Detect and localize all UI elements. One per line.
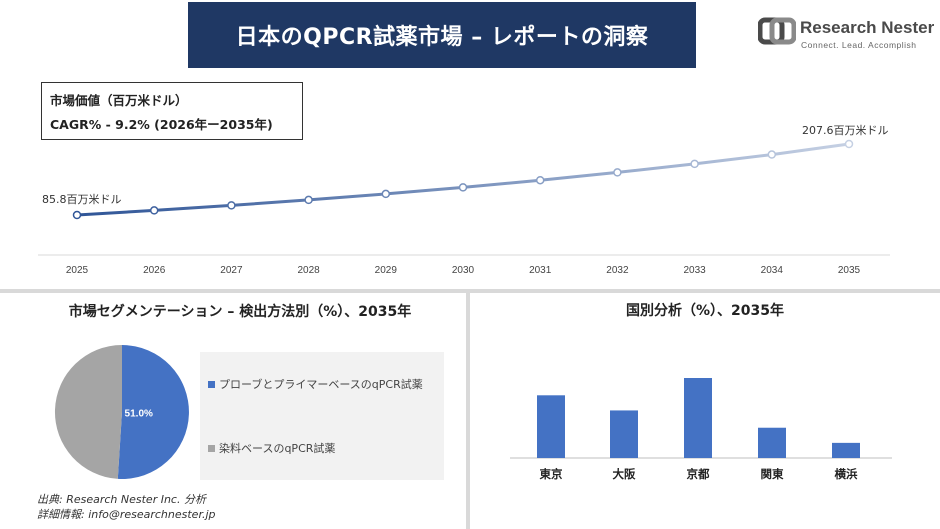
research-nester-logo: Research Nester Connect. Lead. Accomplis… — [757, 16, 938, 56]
segmentation-title: 市場セグメンテーション – 検出方法別（%）、2035年 — [68, 304, 412, 320]
report-title-banner: 日本のQPCR試薬市場 – レポートの洞察 — [188, 2, 696, 68]
bar — [537, 395, 565, 458]
bar — [832, 442, 860, 458]
data-point — [613, 168, 622, 177]
x-tick-label: 2029 — [375, 265, 398, 276]
x-tick-label: 2032 — [606, 265, 629, 276]
x-tick-label: 2025 — [66, 265, 89, 276]
x-tick-label: 2028 — [297, 265, 320, 276]
data-point — [227, 201, 236, 210]
x-tick-label: 2031 — [529, 265, 552, 276]
legend-item-probe-primer: プローブとプライマーベースのqPCR試薬 — [208, 376, 423, 392]
legend-item-dye: 染料ベースのqPCR試薬 — [208, 440, 335, 456]
data-point — [535, 175, 545, 185]
vertical-divider — [466, 293, 470, 529]
detection-method-pie-chart: 51.0% — [54, 345, 189, 479]
x-tick-label: 2034 — [761, 265, 784, 276]
country-analysis-title: 国別分析（%）、2035年 — [626, 303, 784, 319]
bar-category-label: 関東 — [761, 467, 784, 481]
data-point — [844, 139, 854, 149]
data-point — [149, 206, 159, 215]
market-info-box: 市場価値（百万米ドル） CAGR% - 9.2% (2026年ー2035年) — [41, 82, 303, 140]
pie-slice — [117, 345, 189, 479]
pie-slice-label: 51.0% — [125, 409, 153, 420]
legend-swatch-blue — [208, 380, 215, 388]
bar-category-label: 東京 — [540, 467, 563, 481]
source-text: 出典: Research Nester Inc. 分析 — [37, 493, 206, 506]
logo-mark-icon — [757, 17, 797, 45]
logo-brand-text: Research Nester — [800, 18, 935, 37]
pie-slice — [54, 345, 122, 479]
bar-category-label: 横浜 — [835, 467, 858, 481]
data-point — [381, 189, 391, 199]
bar — [758, 427, 786, 458]
x-tick-label: 2030 — [452, 265, 475, 276]
data-point — [767, 150, 777, 159]
x-tick-label: 2035 — [838, 265, 861, 276]
logo-tagline: Connect. Lead. Accomplish — [801, 40, 917, 50]
data-point — [304, 195, 313, 205]
cagr-label: CAGR% - 9.2% (2026年ー2035年) — [50, 117, 273, 132]
market-value-label: 市場価値（百万米ドル） — [50, 93, 188, 108]
data-point — [72, 210, 82, 220]
legend-label-probe-primer: プローブとプライマーベースのqPCR試薬 — [219, 378, 423, 391]
data-point — [690, 159, 699, 169]
bar-category-label: 大阪 — [613, 467, 636, 481]
bar — [610, 410, 638, 458]
end-value-label: 207.6百万米ドル — [802, 124, 889, 137]
legend-label-dye: 染料ベースのqPCR試薬 — [219, 442, 336, 455]
report-title: 日本のQPCR試薬市場 – レポートの洞察 — [235, 25, 649, 50]
data-point — [458, 183, 468, 192]
start-value-label: 85.8百万米ドル — [42, 193, 122, 206]
country-bar-chart: 東京 大阪 京都 関東 横浜 — [510, 378, 892, 481]
legend-swatch-gray — [208, 444, 215, 452]
pie-legend: プローブとプライマーベースのqPCR試薬 染料ベースのqPCR試薬 — [200, 352, 444, 480]
x-tick-label: 2027 — [220, 265, 243, 276]
market-value-series-line — [76, 142, 850, 217]
source-note: 出典: Research Nester Inc. 分析 詳細情報: info@r… — [37, 492, 216, 522]
x-tick-label: 2033 — [683, 265, 706, 276]
bar-category-label: 京都 — [687, 467, 710, 481]
horizontal-divider — [0, 289, 940, 293]
x-tick-label: 2026 — [143, 265, 166, 276]
bar — [684, 378, 712, 458]
contact-text: 詳細情報: info@researchnester.jp — [37, 508, 216, 521]
market-value-line-chart: 2025 2026 2027 2028 2029 2030 2031 2032 2033 2034… — [38, 124, 890, 276]
